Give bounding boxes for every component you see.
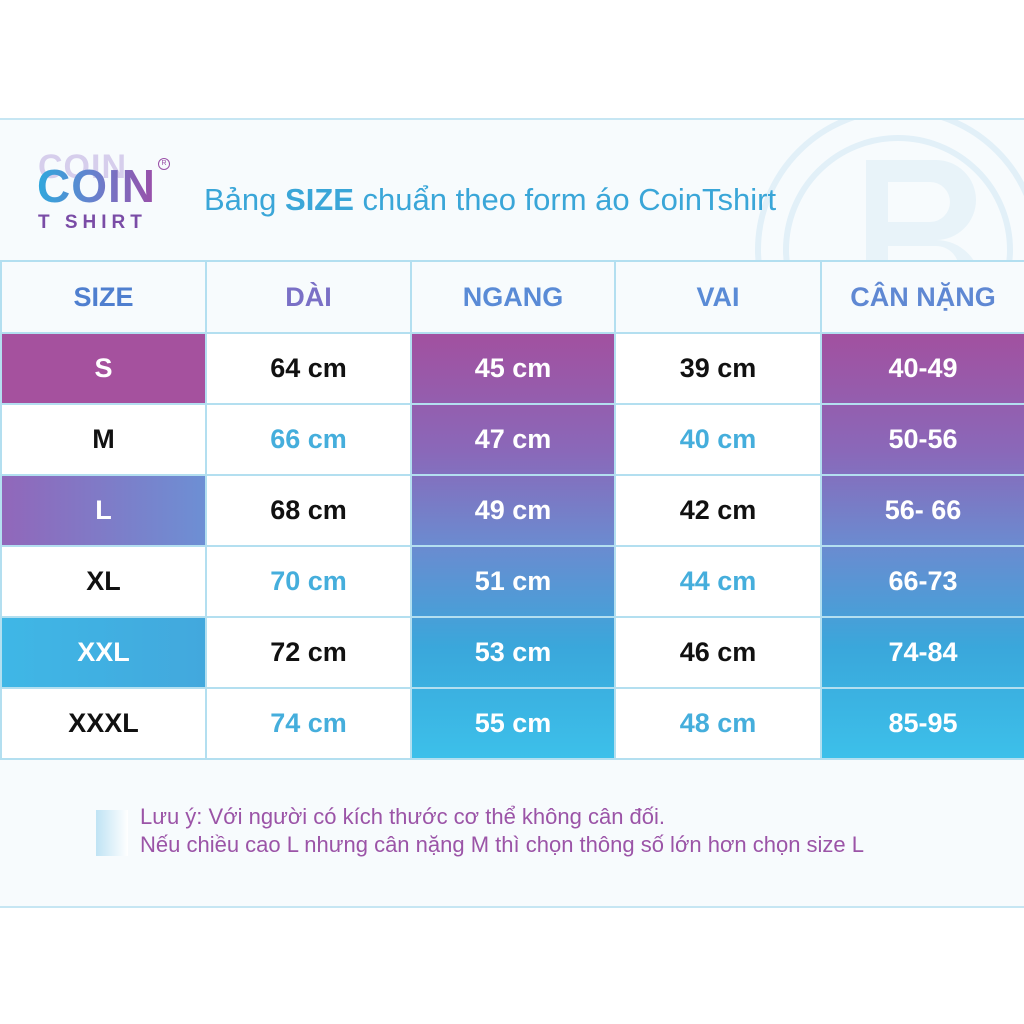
- ngang-cell: 47 cm: [410, 403, 616, 476]
- header-ngang: NGANG: [410, 260, 616, 334]
- can-nang-cell: 56- 66: [820, 474, 1024, 547]
- dai-cell: 72 cm: [205, 616, 412, 689]
- cointshirt-logo: COIN COIN R T SHIRT: [34, 148, 174, 238]
- logo-shadow-text: COIN: [38, 148, 127, 187]
- ngang-cell: 49 cm: [410, 474, 616, 547]
- table-row: M 66 cm 47 cm 40 cm 50-56: [0, 403, 1024, 476]
- table-row: XXXL 74 cm 55 cm 48 cm 85-95: [0, 687, 1024, 760]
- size-chart-panel: COIN COIN R T SHIRT Bảng SIZE chuẩn theo…: [0, 118, 1024, 908]
- ngang-cell: 45 cm: [410, 332, 616, 405]
- size-cell: M: [0, 403, 207, 476]
- dai-cell: 74 cm: [205, 687, 412, 760]
- vai-cell: 42 cm: [614, 474, 822, 547]
- ngang-cell: 53 cm: [410, 616, 616, 689]
- can-nang-cell: 85-95: [820, 687, 1024, 760]
- table-row: XL 70 cm 51 cm 44 cm 66-73: [0, 545, 1024, 618]
- registered-mark: R: [158, 158, 170, 170]
- size-cell: L: [0, 474, 207, 547]
- dai-cell: 70 cm: [205, 545, 412, 618]
- size-cell: XL: [0, 545, 207, 618]
- ngang-cell: 55 cm: [410, 687, 616, 760]
- table-row: XXL 72 cm 53 cm 46 cm 74-84: [0, 616, 1024, 689]
- ngang-cell: 51 cm: [410, 545, 616, 618]
- bottom-divider: [140, 906, 970, 907]
- dai-cell: 66 cm: [205, 403, 412, 476]
- vai-cell: 48 cm: [614, 687, 822, 760]
- chart-heading: Bảng SIZE chuẩn theo form áo CoinTshirt: [204, 182, 776, 218]
- note-line-2: Nếu chiều cao L nhưng cân nặng M thì chọ…: [140, 832, 865, 857]
- header-can-nang: CÂN NẶNG: [820, 260, 1024, 334]
- can-nang-cell: 66-73: [820, 545, 1024, 618]
- note-line-1: Lưu ý: Với người có kích thước cơ thể kh…: [140, 804, 666, 829]
- vai-cell: 40 cm: [614, 403, 822, 476]
- size-cell: S: [0, 332, 207, 405]
- size-cell: XXXL: [0, 687, 207, 760]
- note-accent-bar: [96, 810, 128, 856]
- can-nang-cell: 40-49: [820, 332, 1024, 405]
- can-nang-cell: 50-56: [820, 403, 1024, 476]
- can-nang-cell: 74-84: [820, 616, 1024, 689]
- table-row: L 68 cm 49 cm 42 cm 56- 66: [0, 474, 1024, 547]
- logo-tshirt-text: T SHIRT: [38, 212, 147, 233]
- header-size: SIZE: [0, 260, 207, 334]
- size-table: SIZE DÀI NGANG VAI CÂN NẶNG S 64 cm 45 c…: [0, 260, 1024, 760]
- logo-coin-text: COIN: [37, 160, 156, 212]
- vai-cell: 44 cm: [614, 545, 822, 618]
- vai-cell: 39 cm: [614, 332, 822, 405]
- vai-cell: 46 cm: [614, 616, 822, 689]
- dai-cell: 68 cm: [205, 474, 412, 547]
- heading-highlight: SIZE: [285, 182, 354, 217]
- header-dai: DÀI: [205, 260, 412, 334]
- heading-prefix: Bảng: [204, 182, 286, 217]
- table-row: S 64 cm 45 cm 39 cm 40-49: [0, 332, 1024, 405]
- dai-cell: 64 cm: [205, 332, 412, 405]
- header-vai: VAI: [614, 260, 822, 334]
- table-header-row: SIZE DÀI NGANG VAI CÂN NẶNG: [0, 260, 1024, 334]
- size-cell: XXL: [0, 616, 207, 689]
- heading-suffix: chuẩn theo form áo CoinTshirt: [353, 182, 777, 217]
